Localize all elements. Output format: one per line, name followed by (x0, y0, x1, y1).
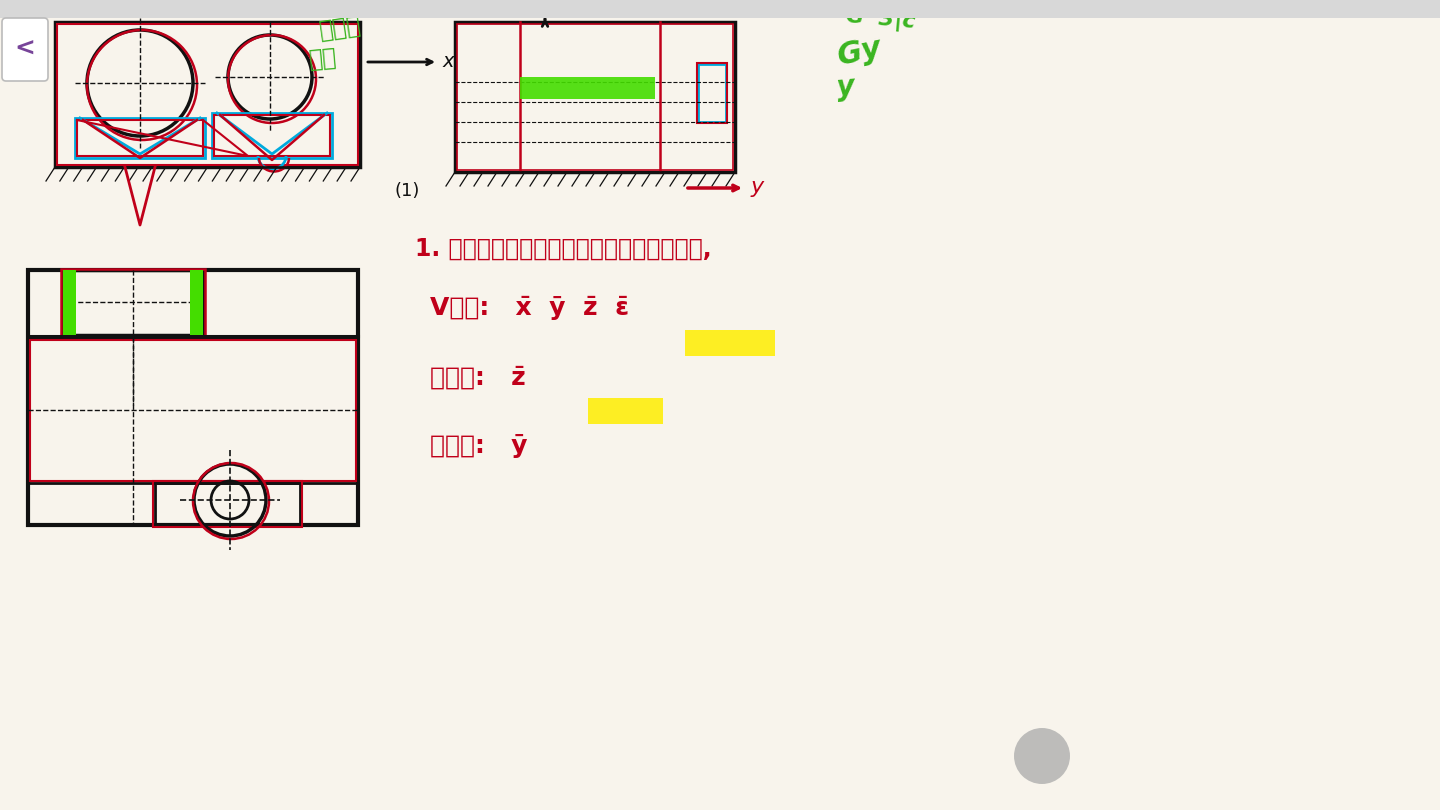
Bar (76, 120, 203, 156)
Text: 极限水: 极限水 (318, 13, 363, 43)
Text: V形块:   x̄  ȳ  z̄  ε̄: V形块: x̄ ȳ z̄ ε̄ (431, 296, 629, 320)
Text: (1): (1) (395, 182, 420, 200)
Bar (456, 24, 733, 170)
Bar (215, 115, 330, 156)
Bar (697, 63, 727, 123)
Bar (60, 269, 204, 336)
FancyBboxPatch shape (1, 18, 48, 81)
Text: Gy: Gy (835, 33, 886, 71)
Text: 能到: 能到 (308, 45, 338, 72)
Bar (55, 22, 360, 167)
Text: x: x (442, 52, 454, 71)
Bar (698, 64, 726, 122)
Bar (30, 340, 356, 481)
Text: G' 3|c: G' 3|c (845, 6, 916, 33)
Bar (27, 270, 359, 525)
Bar (153, 481, 302, 527)
Bar (75, 118, 204, 158)
Bar (190, 270, 203, 335)
Bar (455, 22, 734, 172)
Text: <: < (14, 37, 36, 61)
Circle shape (1014, 728, 1070, 784)
Bar (685, 330, 775, 356)
Bar (63, 270, 76, 335)
Bar (0, 0, 1440, 18)
Bar (27, 338, 359, 483)
Bar (588, 398, 662, 424)
Bar (58, 24, 359, 165)
Text: y: y (752, 177, 765, 197)
Bar (520, 77, 655, 99)
Text: 轴肩面:   ȳ: 轴肩面: ȳ (431, 434, 527, 458)
Text: 1. 分析单个定位元件各别限制了哪些自由度,: 1. 分析单个定位元件各别限制了哪些自由度, (415, 237, 711, 261)
Text: y: y (837, 73, 857, 102)
Text: Y: Y (549, 0, 560, 16)
Text: ∨: ∨ (714, 3, 726, 17)
Bar (212, 113, 333, 158)
Bar (156, 483, 300, 525)
Bar (63, 270, 203, 335)
Text: 定位销:   z̄: 定位销: z̄ (431, 366, 526, 390)
